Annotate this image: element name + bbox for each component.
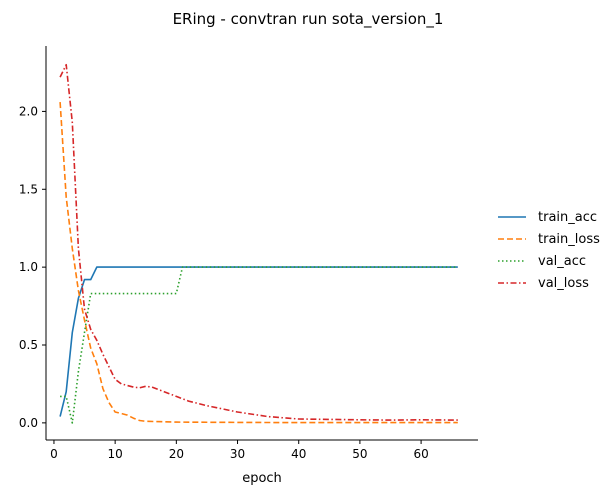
legend-label-val-acc: val_acc xyxy=(538,254,586,269)
series-line-val-acc xyxy=(60,266,458,424)
legend-label-train-loss: train_loss xyxy=(538,232,600,247)
x-tick-label: 10 xyxy=(108,447,123,461)
legend: train_acc train_loss val_acc val_loss xyxy=(498,210,600,291)
chart-title: ERing - convtran run sota_version_1 xyxy=(173,10,444,29)
series-line-train-acc xyxy=(59,266,458,417)
x-axis-label: epoch xyxy=(242,471,282,486)
x-tick-label: 0 xyxy=(50,447,58,461)
plot-lines xyxy=(59,63,458,424)
y-tick-label: 0.5 xyxy=(19,338,38,352)
axes: 0 10 20 30 40 50 60 0.0 0.5 1.0 1.5 2.0 xyxy=(19,46,478,461)
x-tick-label: 20 xyxy=(169,447,184,461)
y-tick-label: 0.0 xyxy=(19,416,38,430)
x-tick-label: 50 xyxy=(352,447,367,461)
x-tick-label: 60 xyxy=(413,447,428,461)
legend-label-train-acc: train_acc xyxy=(538,210,597,225)
x-tick-label: 40 xyxy=(291,447,306,461)
y-tick-label: 1.5 xyxy=(19,182,38,196)
y-tick-label: 1.0 xyxy=(19,260,38,274)
x-tick-label: 30 xyxy=(230,447,245,461)
y-tick-label: 2.0 xyxy=(19,104,38,118)
series-line-val-loss xyxy=(59,63,458,421)
series-line-train-loss xyxy=(59,102,458,424)
legend-label-val-loss: val_loss xyxy=(538,276,589,291)
